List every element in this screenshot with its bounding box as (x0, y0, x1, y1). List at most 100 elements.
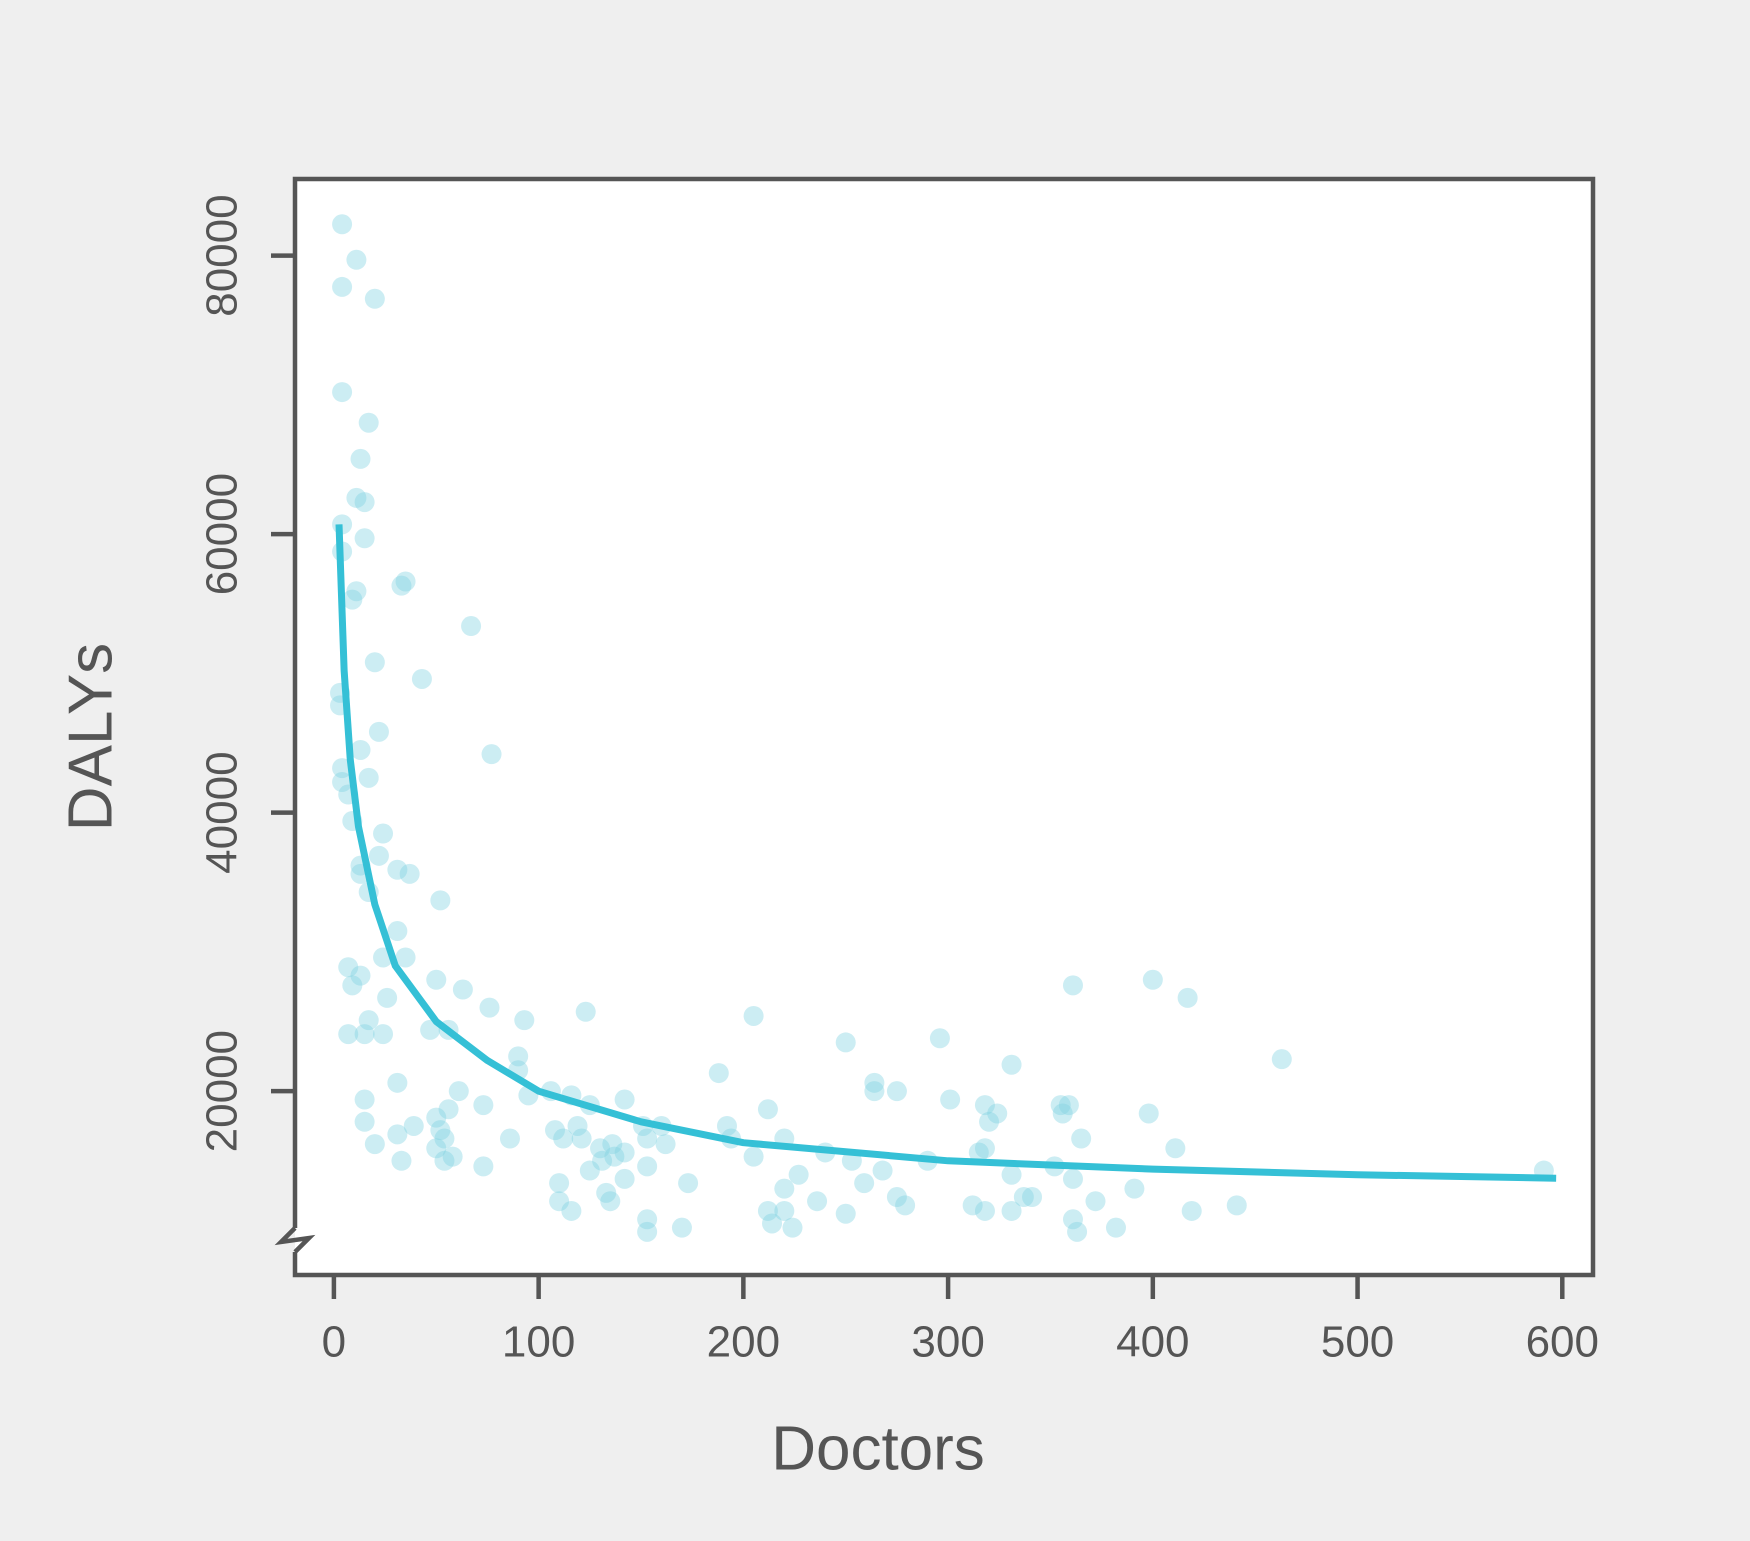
point (373, 1024, 394, 1045)
point (1001, 1200, 1022, 1221)
point (403, 1115, 424, 1136)
x-tick-label: 300 (911, 1318, 984, 1367)
point (332, 276, 353, 297)
point (395, 571, 416, 592)
point (373, 823, 394, 844)
point (364, 652, 385, 673)
point (1058, 1095, 1079, 1116)
point (358, 767, 379, 788)
y-axis-title: DALYs (56, 643, 125, 831)
point (350, 739, 371, 760)
point (575, 1001, 596, 1022)
point (886, 1081, 907, 1102)
point (391, 1150, 412, 1171)
point (342, 975, 363, 996)
point (762, 1213, 783, 1234)
point (872, 1160, 893, 1181)
point (1105, 1217, 1126, 1238)
point (614, 1142, 635, 1163)
point (835, 1032, 856, 1053)
y-tick-label: 40000 (198, 751, 247, 873)
point (549, 1191, 570, 1212)
point (604, 1146, 625, 1167)
point (600, 1191, 621, 1212)
point (346, 249, 367, 270)
point (411, 668, 432, 689)
point (1181, 1200, 1202, 1221)
point (354, 1089, 375, 1110)
point (968, 1142, 989, 1163)
point (399, 863, 420, 884)
point (678, 1173, 699, 1194)
point (452, 979, 473, 1000)
point (387, 921, 408, 942)
point (434, 1150, 455, 1171)
point (602, 1134, 623, 1155)
point (377, 987, 398, 1008)
point (1001, 1164, 1022, 1185)
point (782, 1217, 803, 1238)
point (553, 1128, 574, 1149)
frame (292, 176, 1596, 1278)
point (1022, 1187, 1043, 1208)
point (545, 1120, 566, 1141)
point (438, 1099, 459, 1120)
point (757, 1200, 778, 1221)
point (514, 1010, 535, 1031)
point (346, 581, 367, 602)
point (1138, 1103, 1159, 1124)
y-tick-label: 60000 (198, 473, 247, 595)
point (1001, 1054, 1022, 1075)
point (614, 1168, 635, 1189)
point (974, 1138, 995, 1159)
point (426, 1138, 447, 1159)
point (368, 845, 389, 866)
point (332, 772, 353, 793)
point (434, 1128, 455, 1149)
fit-line (335, 524, 1557, 1182)
point (1062, 1209, 1083, 1230)
point (835, 1203, 856, 1224)
point (387, 859, 408, 880)
point (395, 947, 416, 968)
point (774, 1200, 795, 1221)
point (1271, 1049, 1292, 1070)
x-axis-title: Doctors (771, 1414, 985, 1483)
x-tick-label: 600 (1526, 1318, 1599, 1367)
point (346, 487, 367, 508)
point (708, 1063, 729, 1084)
point (1062, 1168, 1083, 1189)
point (637, 1128, 658, 1149)
point (567, 1115, 588, 1136)
x-tick-label: 400 (1116, 1318, 1189, 1367)
point (461, 616, 482, 637)
point (338, 957, 359, 978)
point (350, 448, 371, 469)
point (987, 1103, 1008, 1124)
x-tick-label: 0 (322, 1318, 346, 1367)
point (929, 1028, 950, 1049)
point (571, 1128, 592, 1149)
point (1052, 1103, 1073, 1124)
point (590, 1138, 611, 1159)
point (940, 1089, 961, 1110)
point (479, 997, 500, 1018)
point (716, 1115, 737, 1136)
point (430, 890, 451, 911)
point (979, 1111, 1000, 1132)
point (368, 721, 389, 742)
point (358, 1010, 379, 1031)
point (473, 1095, 494, 1116)
point (807, 1191, 828, 1212)
point (1085, 1191, 1106, 1212)
point (774, 1178, 795, 1199)
point (671, 1217, 692, 1238)
point (342, 589, 363, 610)
point (579, 1160, 600, 1181)
x-tick-label: 200 (707, 1318, 780, 1367)
point (1013, 1187, 1034, 1208)
point (637, 1209, 658, 1230)
point (886, 1187, 907, 1208)
